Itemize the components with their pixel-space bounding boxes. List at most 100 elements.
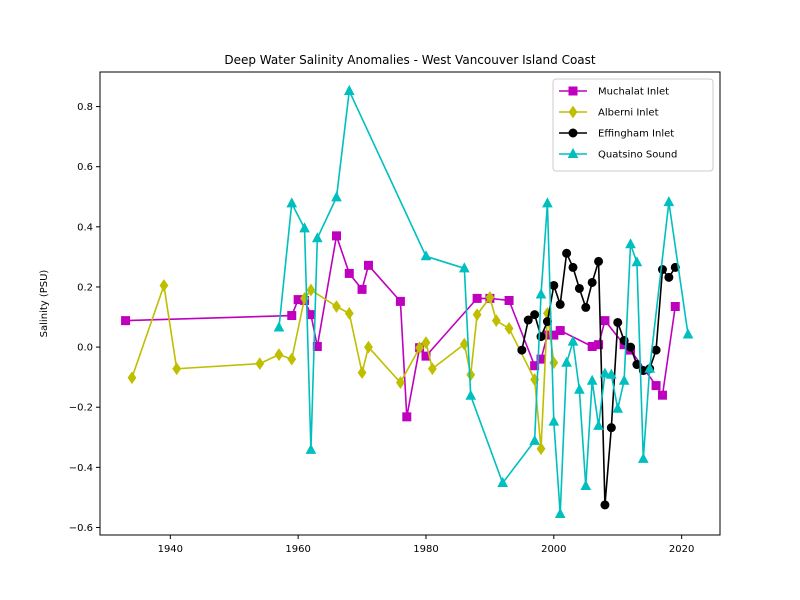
data-point-alberni-inlet (536, 442, 546, 456)
data-point-quatsino-sound (497, 476, 509, 487)
data-point-quatsino-sound (567, 335, 579, 346)
data-point-quatsino-sound (529, 434, 540, 445)
data-point-quatsino-sound (682, 328, 694, 339)
y-tick-label: 0.2 (77, 282, 93, 293)
data-point-effingham-inlet (600, 500, 610, 510)
data-point-alberni-inlet (332, 300, 341, 313)
data-point-quatsino-sound (299, 222, 310, 233)
data-point-effingham-inlet (657, 265, 667, 275)
data-point-muchalat-inlet (402, 412, 412, 422)
data-point-muchalat-inlet (600, 316, 610, 326)
y-tick-label: −0.2 (69, 403, 93, 414)
data-point-alberni-inlet (127, 371, 137, 385)
y-tick-label: 0.4 (77, 222, 93, 233)
data-point-quatsino-sound (580, 479, 592, 490)
series-quatsino-sound (273, 84, 694, 518)
data-point-muchalat-inlet (331, 231, 341, 241)
data-point-alberni-inlet (287, 352, 297, 366)
data-point-alberni-inlet (421, 336, 431, 349)
data-point-quatsino-sound (343, 84, 355, 95)
data-point-alberni-inlet (306, 283, 316, 297)
data-point-alberni-inlet (466, 368, 476, 382)
x-tick-label: 1980 (413, 544, 438, 555)
data-point-quatsino-sound (612, 402, 624, 413)
data-point-alberni-inlet (255, 357, 265, 371)
x-tick-label: 2020 (669, 544, 694, 555)
data-point-quatsino-sound (663, 196, 675, 207)
data-point-muchalat-inlet (594, 340, 604, 350)
data-point-alberni-inlet (427, 362, 437, 376)
legend-label-quatsino-sound: Quatsino Sound (598, 150, 677, 161)
data-point-effingham-inlet (651, 345, 661, 355)
data-point-muchalat-inlet (395, 296, 405, 306)
y-tick-label: −0.6 (69, 523, 93, 534)
y-tick-label: −0.4 (69, 463, 93, 474)
series-line-alberni-inlet (131, 284, 555, 450)
data-point-quatsino-sound (618, 374, 630, 385)
data-point-muchalat-inlet (555, 326, 565, 336)
data-point-quatsino-sound (273, 321, 285, 332)
data-point-effingham-inlet (555, 299, 565, 309)
data-point-effingham-inlet (562, 248, 572, 258)
data-point-alberni-inlet (491, 314, 501, 328)
data-point-quatsino-sound (599, 367, 611, 378)
series-layer (121, 84, 694, 518)
x-axis: 1940 1960 1980 2000 2020 (158, 535, 694, 555)
data-point-effingham-inlet (626, 342, 636, 352)
data-point-effingham-inlet (536, 332, 546, 342)
data-point-alberni-inlet (357, 366, 367, 380)
data-point-quatsino-sound (586, 374, 598, 385)
data-point-quatsino-sound (465, 389, 477, 400)
legend: Muchalat Inlet Alberni Inlet Effingham Inl… (552, 78, 714, 172)
data-point-quatsino-sound (593, 419, 604, 430)
data-point-effingham-inlet (594, 256, 604, 266)
series-effingham-inlet (517, 248, 680, 510)
data-point-quatsino-sound (631, 256, 643, 267)
data-point-alberni-inlet (504, 322, 514, 335)
series-alberni-inlet (127, 279, 559, 456)
x-tick-label: 2000 (541, 544, 566, 555)
data-point-alberni-inlet (472, 308, 482, 322)
y-tick-label: 0.0 (77, 343, 93, 354)
y-axis: −0.6 −0.4 −0.2 0.0 0.2 0.4 0.6 0.8 (69, 102, 100, 534)
data-point-effingham-inlet (581, 302, 591, 312)
y-axis-label: Salinity (PSU) (39, 270, 50, 338)
legend-label-alberni-inlet: Alberni Inlet (598, 108, 659, 119)
data-point-quatsino-sound (420, 250, 432, 261)
data-point-alberni-inlet (274, 348, 284, 361)
data-point-muchalat-inlet (670, 302, 680, 312)
data-point-effingham-inlet (517, 345, 527, 355)
data-point-alberni-inlet (415, 341, 424, 355)
chart-title: Deep Water Salinity Anomalies - West Van… (224, 53, 596, 67)
data-point-alberni-inlet (459, 337, 469, 351)
legend-box (552, 78, 714, 172)
data-point-quatsino-sound (644, 362, 656, 373)
legend-marker-effingham-inlet (568, 128, 578, 138)
data-point-alberni-inlet (485, 291, 495, 304)
data-point-muchalat-inlet (287, 311, 297, 321)
data-point-quatsino-sound (606, 368, 617, 379)
data-point-alberni-inlet (344, 307, 354, 320)
data-point-muchalat-inlet (357, 284, 367, 294)
legend-marker-quatsino-sound (567, 147, 579, 158)
data-point-quatsino-sound (548, 415, 560, 426)
data-point-effingham-inlet (613, 317, 623, 327)
data-point-effingham-inlet (574, 283, 584, 293)
data-point-muchalat-inlet (344, 268, 354, 278)
data-point-effingham-inlet (606, 423, 616, 433)
data-point-quatsino-sound (311, 232, 323, 243)
data-point-alberni-inlet (172, 362, 182, 376)
y-tick-label: 0.6 (77, 162, 93, 173)
data-point-quatsino-sound (574, 383, 585, 394)
data-point-quatsino-sound (535, 288, 547, 299)
data-point-muchalat-inlet (121, 316, 131, 326)
data-point-quatsino-sound (286, 197, 298, 208)
data-point-quatsino-sound (331, 191, 342, 202)
data-point-effingham-inlet (587, 277, 597, 287)
y-tick-label: 0.8 (77, 102, 93, 113)
data-point-alberni-inlet (364, 340, 373, 354)
data-point-effingham-inlet (549, 280, 559, 290)
data-point-quatsino-sound (625, 238, 636, 249)
data-point-effingham-inlet (523, 315, 533, 325)
